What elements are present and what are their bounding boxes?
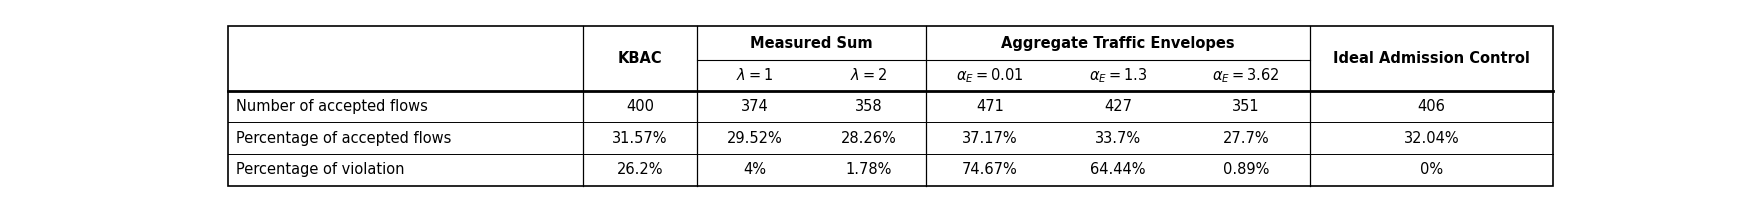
Text: 471: 471 xyxy=(977,99,1005,114)
Text: $\lambda = 2$: $\lambda = 2$ xyxy=(850,67,888,83)
Text: 64.44%: 64.44% xyxy=(1090,162,1145,177)
Text: 27.7%: 27.7% xyxy=(1222,131,1269,146)
Text: 427: 427 xyxy=(1104,99,1131,114)
Text: Percentage of accepted flows: Percentage of accepted flows xyxy=(236,131,452,146)
Text: Aggregate Traffic Envelopes: Aggregate Traffic Envelopes xyxy=(1001,36,1234,51)
Text: 374: 374 xyxy=(740,99,768,114)
Text: 1.78%: 1.78% xyxy=(846,162,892,177)
Text: 351: 351 xyxy=(1232,99,1260,114)
Text: 37.17%: 37.17% xyxy=(963,131,1018,146)
Text: $\alpha_E = 1.3$: $\alpha_E = 1.3$ xyxy=(1088,66,1147,85)
Text: 400: 400 xyxy=(626,99,653,114)
Text: $\lambda = 1$: $\lambda = 1$ xyxy=(735,67,773,83)
Text: Measured Sum: Measured Sum xyxy=(751,36,872,51)
Text: 0.89%: 0.89% xyxy=(1222,162,1269,177)
Text: 33.7%: 33.7% xyxy=(1095,131,1140,146)
Text: Number of accepted flows: Number of accepted flows xyxy=(236,99,428,114)
Text: 28.26%: 28.26% xyxy=(841,131,897,146)
Text: 74.67%: 74.67% xyxy=(963,162,1018,177)
Text: 4%: 4% xyxy=(744,162,766,177)
Text: $\alpha_E = 0.01$: $\alpha_E = 0.01$ xyxy=(956,66,1024,85)
Text: $\alpha_E = 3.62$: $\alpha_E = 3.62$ xyxy=(1211,66,1279,85)
Text: Ideal Admission Control: Ideal Admission Control xyxy=(1333,51,1529,66)
Text: 406: 406 xyxy=(1418,99,1446,114)
Text: 32.04%: 32.04% xyxy=(1404,131,1460,146)
Text: 29.52%: 29.52% xyxy=(726,131,782,146)
Text: 26.2%: 26.2% xyxy=(617,162,664,177)
Text: 358: 358 xyxy=(855,99,883,114)
Text: KBAC: KBAC xyxy=(617,51,662,66)
Text: 0%: 0% xyxy=(1420,162,1443,177)
Text: Percentage of violation: Percentage of violation xyxy=(236,162,405,177)
Text: 31.57%: 31.57% xyxy=(612,131,667,146)
